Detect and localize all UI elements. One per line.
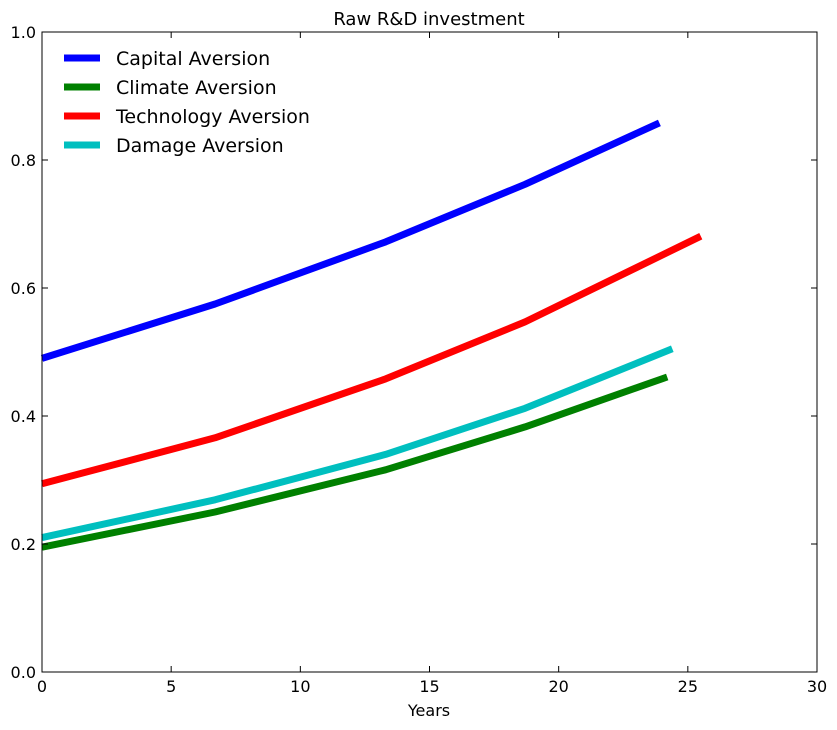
y-tick-label: 1.0 xyxy=(11,23,36,42)
x-tick-label: 15 xyxy=(419,677,439,696)
series-line-3 xyxy=(41,345,674,542)
legend: Capital Aversion Climate Aversion Technolo… xyxy=(64,48,310,157)
y-tick-label: 0.2 xyxy=(11,535,36,554)
y-tick-label: 0.8 xyxy=(11,151,36,170)
x-tick-label: 25 xyxy=(678,677,698,696)
legend-label-2: Technology Aversion xyxy=(115,106,310,128)
x-tick-label: 10 xyxy=(290,677,310,696)
series-layer xyxy=(40,119,703,551)
x-tick-label: 30 xyxy=(807,677,827,696)
y-tick-label: 0.4 xyxy=(11,407,36,426)
ticks-layer: 0 5 10 15 20 25 30 0.0 0.2 0.4 0.6 0.8 1.0 xyxy=(11,23,828,696)
x-tick-label: 20 xyxy=(548,677,568,696)
x-axis-label: Years xyxy=(407,701,450,720)
y-tick-label: 0.6 xyxy=(11,279,36,298)
x-tick-label: 5 xyxy=(166,677,176,696)
series-line-0 xyxy=(40,119,661,362)
series-line-1 xyxy=(41,373,669,551)
series-line-2 xyxy=(41,233,703,488)
legend-label-1: Climate Aversion xyxy=(116,77,277,99)
legend-label-3: Damage Aversion xyxy=(116,135,284,157)
y-tick-label: 0.0 xyxy=(11,663,36,682)
plot-frame xyxy=(41,31,818,673)
x-tick-label: 0 xyxy=(37,677,47,696)
legend-label-0: Capital Aversion xyxy=(116,48,270,70)
chart-title: Raw R&D investment xyxy=(333,9,524,30)
